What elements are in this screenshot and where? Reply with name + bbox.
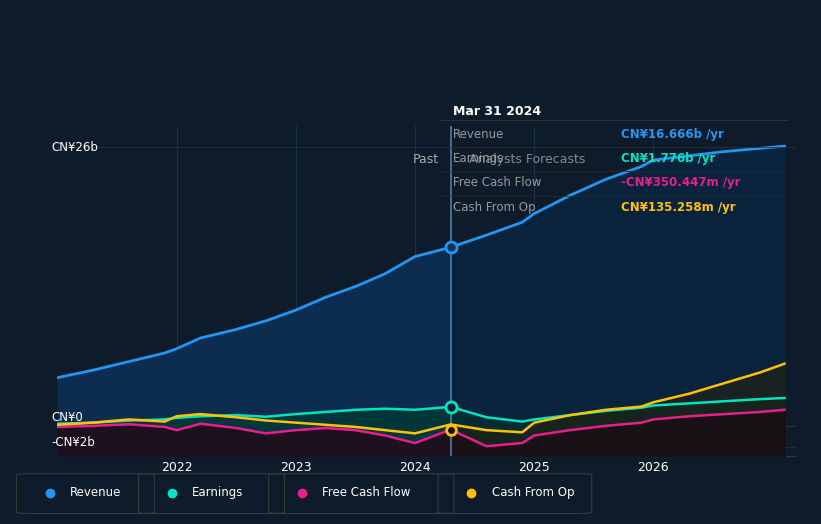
Text: CN¥0: CN¥0 [52,411,83,424]
Text: Free Cash Flow: Free Cash Flow [322,486,410,499]
Text: -CN¥2b: -CN¥2b [52,436,95,450]
Text: -CN¥350.447m /yr: -CN¥350.447m /yr [621,177,741,190]
Text: Revenue: Revenue [70,486,122,499]
Text: Revenue: Revenue [453,128,505,141]
Text: Earnings: Earnings [453,152,505,165]
Text: Mar 31 2024: Mar 31 2024 [453,105,541,117]
Text: Cash From Op: Cash From Op [453,201,535,214]
Text: CN¥1.776b /yr: CN¥1.776b /yr [621,152,715,165]
Text: Past: Past [413,152,439,166]
Text: Earnings: Earnings [192,486,244,499]
Text: CN¥26b: CN¥26b [52,141,99,154]
Text: Analysts Forecasts: Analysts Forecasts [469,152,585,166]
Text: Free Cash Flow: Free Cash Flow [453,177,542,190]
Text: CN¥135.258m /yr: CN¥135.258m /yr [621,201,736,214]
Text: Cash From Op: Cash From Op [492,486,574,499]
Text: CN¥16.666b /yr: CN¥16.666b /yr [621,128,723,141]
